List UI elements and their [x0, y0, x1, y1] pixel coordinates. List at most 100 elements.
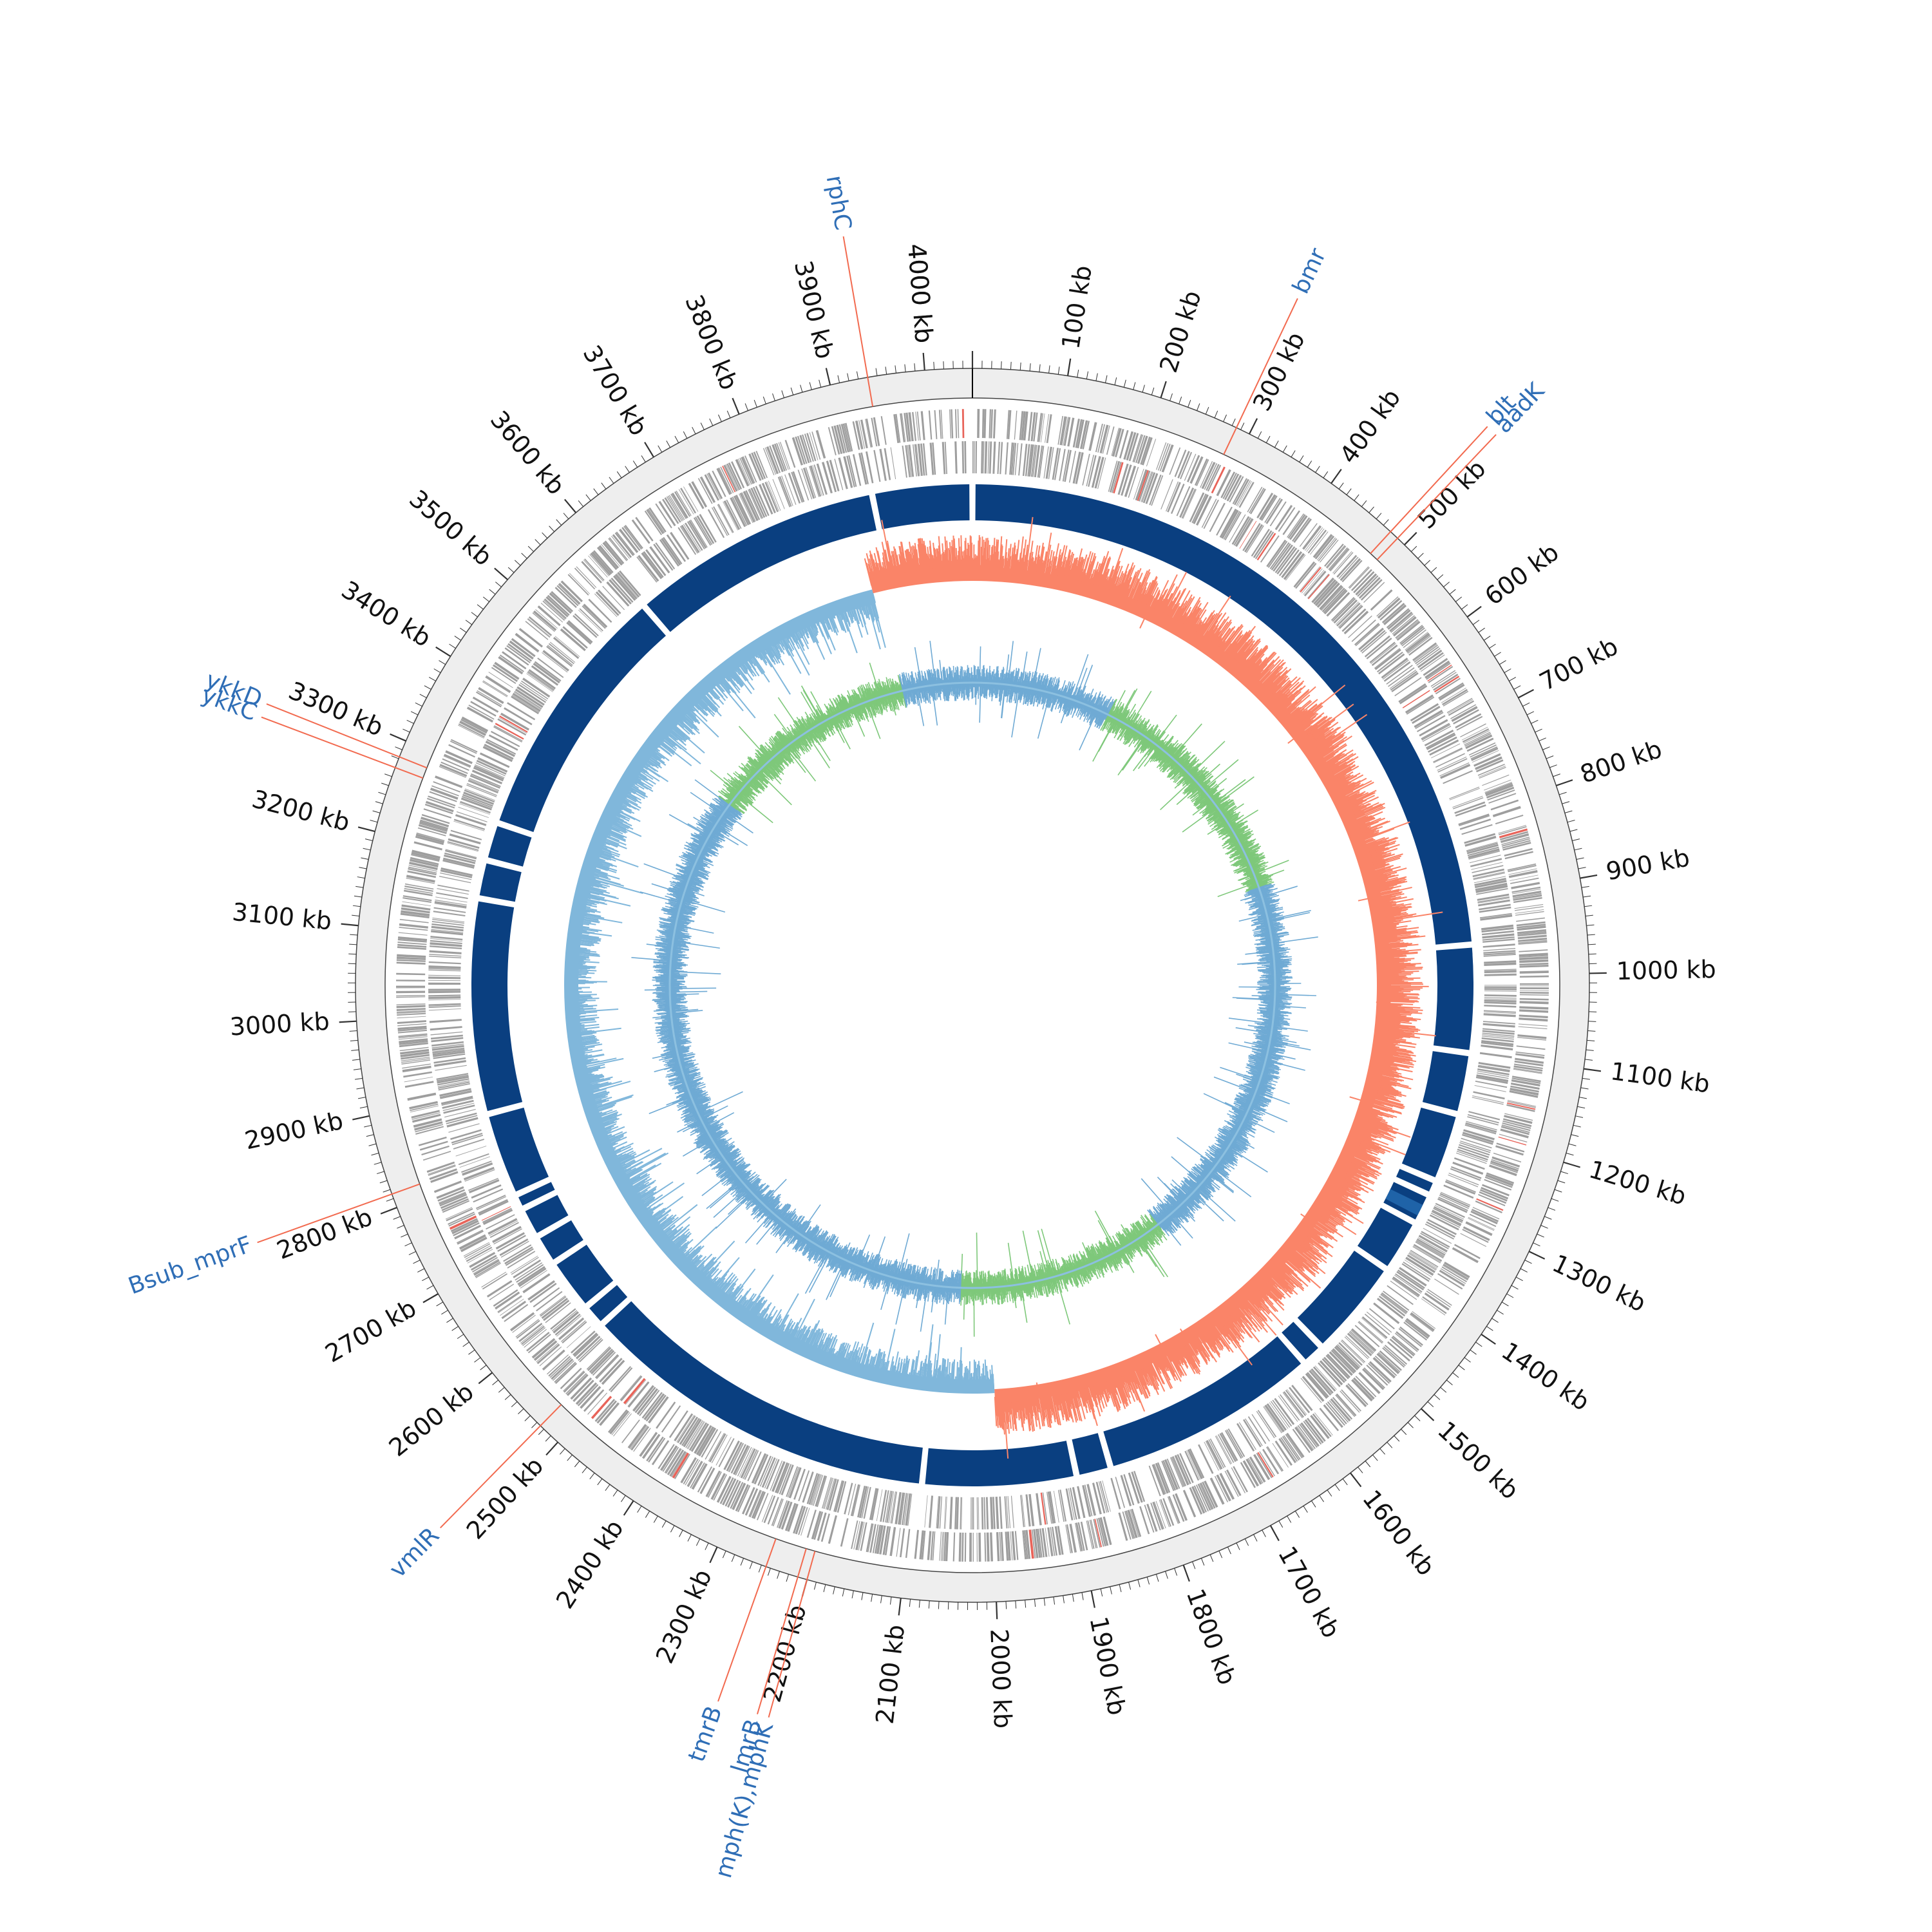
- minor-tick: [1464, 1357, 1471, 1363]
- minor-tick: [350, 934, 358, 936]
- minor-tick: [492, 1379, 499, 1386]
- minor-tick: [1539, 737, 1546, 742]
- contig-segment: [1103, 1336, 1302, 1466]
- cds-feature: [766, 1459, 780, 1490]
- cds-feature: [458, 1153, 489, 1166]
- cds-feature: [521, 680, 549, 700]
- cds-feature: [929, 442, 934, 475]
- cds-feature: [616, 531, 635, 555]
- cds-feature: [459, 1156, 490, 1168]
- cds-feature: [428, 982, 461, 985]
- minor-tick: [658, 445, 663, 453]
- cds-feature: [1443, 1184, 1474, 1199]
- cds-feature: [1336, 602, 1361, 627]
- minor-tick: [696, 1539, 701, 1546]
- cds-feature: [448, 1123, 480, 1133]
- cds-feature: [1502, 1120, 1531, 1130]
- cds-feature: [396, 1005, 426, 1009]
- cds-feature: [1086, 1484, 1097, 1516]
- cds-feature: [1305, 527, 1323, 551]
- cds-feature: [1335, 1394, 1356, 1417]
- cds-feature: [987, 441, 990, 474]
- cds-feature: [664, 1448, 681, 1473]
- minor-tick: [1533, 1242, 1540, 1247]
- cds-feature: [621, 1419, 640, 1444]
- cds-feature: [1430, 670, 1456, 687]
- cds-feature: [1170, 483, 1185, 514]
- cds-feature: [442, 1099, 474, 1109]
- cds-feature: [961, 1497, 963, 1530]
- cds-feature: [408, 864, 437, 872]
- cds-feature: [424, 803, 453, 815]
- minor-tick: [645, 1511, 650, 1518]
- cds-feature: [861, 1486, 869, 1519]
- cds-feature: [428, 1164, 456, 1175]
- minor-tick: [1587, 943, 1596, 945]
- cds-feature: [806, 1510, 817, 1538]
- cds-feature: [1434, 676, 1460, 693]
- cds-feature: [978, 1532, 981, 1562]
- cds-feature: [986, 1532, 990, 1562]
- cds-feature: [1469, 855, 1501, 864]
- cds-feature: [647, 508, 665, 533]
- cds-feature: [1470, 746, 1498, 760]
- cds-feature: [928, 410, 933, 440]
- cds-feature: [1066, 1524, 1073, 1553]
- cds-feature: [978, 1497, 980, 1530]
- cds-feature: [844, 1482, 853, 1515]
- cds-feature: [540, 603, 564, 623]
- cds-feature: [566, 1374, 589, 1396]
- minor-tick: [1342, 1478, 1348, 1486]
- minor-tick: [1492, 1318, 1499, 1323]
- cds-feature: [491, 667, 516, 685]
- cds-feature: [482, 680, 508, 697]
- minor-tick: [356, 1087, 365, 1090]
- cds-feature: [491, 730, 520, 748]
- cds-feature: [1491, 1159, 1519, 1170]
- cds-feature: [740, 1448, 756, 1479]
- cds-feature: [560, 628, 586, 652]
- cds-feature: [591, 551, 612, 574]
- cds-feature: [562, 626, 588, 649]
- minor-tick: [1043, 1598, 1046, 1606]
- cds-feature: [646, 509, 664, 535]
- minor-tick: [616, 471, 622, 478]
- gc-bar: [1042, 533, 1052, 580]
- cds-feature: [1482, 1034, 1515, 1038]
- minor-tick: [1537, 1233, 1544, 1238]
- cds-feature: [735, 459, 750, 487]
- cds-feature: [439, 764, 468, 777]
- cds-feature: [1160, 479, 1173, 510]
- minor-tick: [632, 460, 638, 468]
- cds-feature: [1504, 848, 1533, 857]
- cds-feature: [764, 482, 779, 513]
- cds-feature: [810, 1473, 821, 1506]
- cds-feature: [815, 1475, 826, 1507]
- cds-feature: [1255, 531, 1274, 560]
- cds-feature: [769, 445, 781, 473]
- cds-feature: [488, 734, 518, 751]
- cds-feature: [464, 788, 495, 801]
- cds-feature: [488, 1218, 518, 1235]
- cds-feature: [997, 441, 1001, 475]
- cds-feature: [1314, 535, 1335, 560]
- cds-feature: [797, 469, 810, 501]
- cds-feature: [429, 954, 462, 957]
- cds-feature: [1303, 569, 1325, 595]
- cds-feature: [1249, 488, 1266, 515]
- cds-feature: [1024, 1530, 1028, 1560]
- cds-feature: [1226, 1429, 1244, 1458]
- cds-feature: [745, 490, 761, 520]
- cds-feature: [1441, 687, 1466, 703]
- cds-feature: [1219, 508, 1237, 538]
- minor-tick: [1218, 1550, 1223, 1558]
- cds-feature: [1484, 969, 1517, 972]
- cds-feature: [473, 1259, 500, 1276]
- cds-feature: [667, 495, 684, 521]
- cds-feature: [737, 458, 751, 486]
- cds-feature: [917, 443, 923, 477]
- minor-tick: [837, 375, 840, 383]
- cds-feature: [1398, 683, 1426, 703]
- cds-feature: [1133, 468, 1144, 500]
- cds-feature: [1014, 1531, 1019, 1560]
